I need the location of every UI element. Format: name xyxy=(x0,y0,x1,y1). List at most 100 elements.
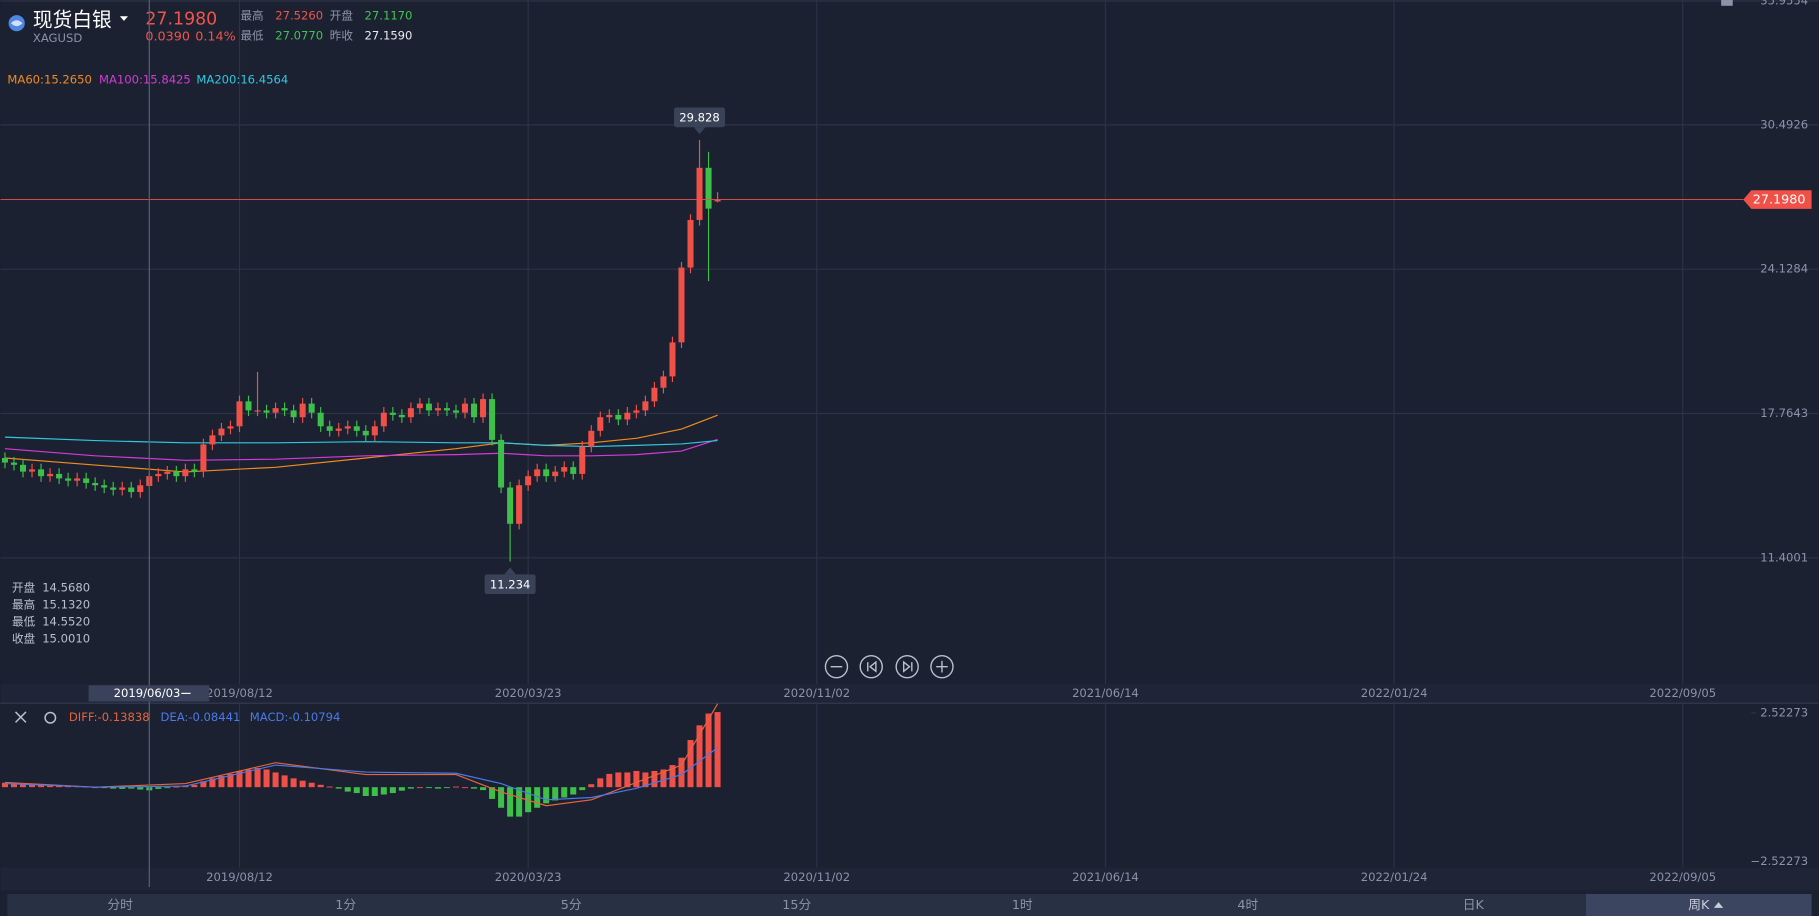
y-tick-label: −2.52273 xyxy=(1751,854,1809,868)
tab-bar: 分时 1分 5分 15分 1时 4时 日K 周K xyxy=(7,893,1812,916)
tab[interactable]: 1时 xyxy=(1012,898,1033,913)
macd-bar xyxy=(624,772,631,788)
ohlc-value: 14.5680 xyxy=(42,580,90,594)
ohlc-label: 开盘 xyxy=(12,580,36,594)
stat-label: 最高 xyxy=(240,9,263,23)
macd-bar xyxy=(714,712,721,788)
macd-bar xyxy=(173,786,180,788)
macd-bar xyxy=(110,787,117,789)
macd-bar xyxy=(471,787,478,789)
candle-body xyxy=(407,408,414,418)
candle-body xyxy=(461,403,469,413)
macd-bar xyxy=(461,787,469,789)
stat-label: 最低 xyxy=(240,28,264,42)
macd-bar xyxy=(299,780,306,788)
candle-body xyxy=(182,469,189,477)
macd-bar xyxy=(281,775,288,788)
tab[interactable]: 15分 xyxy=(782,898,811,913)
dropdown-caret[interactable] xyxy=(119,16,129,21)
tab[interactable]: 5分 xyxy=(561,898,582,913)
x-tick-label: 2022/09/05 xyxy=(1649,870,1716,884)
macd-bar xyxy=(398,787,405,791)
macd-bar xyxy=(696,725,703,788)
tab-bar-bg xyxy=(7,893,1812,916)
tab[interactable]: 周K xyxy=(1688,898,1710,913)
ohlc-label: 最高 xyxy=(12,597,35,611)
macd-bar xyxy=(651,770,658,788)
macd-bar xyxy=(498,787,505,808)
macd-bar xyxy=(38,785,45,788)
candle-body xyxy=(137,485,144,493)
marks xyxy=(0,139,1744,817)
candle-body xyxy=(687,219,694,268)
candle-body xyxy=(65,478,72,481)
candle-body xyxy=(452,410,459,413)
stat-label: 开盘 xyxy=(330,9,354,23)
x-tick-label: 2021/06/14 xyxy=(1072,870,1139,884)
macd-bar xyxy=(119,787,126,789)
ohlc-value: 14.5520 xyxy=(42,614,90,628)
candle-body xyxy=(579,446,586,474)
indicator-settings[interactable] xyxy=(44,711,57,724)
macd-bar xyxy=(191,784,198,788)
close-indicator[interactable] xyxy=(14,711,27,723)
jump-start[interactable] xyxy=(859,654,883,679)
candle-body xyxy=(110,487,117,490)
crosshair-date-box xyxy=(88,685,210,702)
candle-body xyxy=(597,417,604,431)
macd-bar xyxy=(10,783,18,788)
tab[interactable]: 分时 xyxy=(107,898,133,913)
macd-bar xyxy=(155,787,162,789)
macd-bar xyxy=(254,768,261,788)
tab[interactable]: 1分 xyxy=(335,898,356,913)
macd-bar xyxy=(480,787,487,791)
candle-body xyxy=(480,399,487,418)
x-tick-label: 2022/01/24 xyxy=(1361,686,1428,700)
candle-body xyxy=(74,478,81,481)
macd-bar xyxy=(263,769,270,788)
candle-body xyxy=(443,408,450,411)
y-tick-label: 24.1284 xyxy=(1760,262,1808,276)
macd-bar xyxy=(47,785,54,788)
max-label: 29.828 xyxy=(679,110,720,124)
macd-bar xyxy=(543,787,550,804)
macd-bar xyxy=(489,787,496,799)
macd-bar xyxy=(552,787,559,801)
x-tick-label: 2020/11/02 xyxy=(783,686,850,700)
alarm-icon[interactable] xyxy=(1721,0,1733,6)
macd-bar xyxy=(507,787,514,817)
candle-body xyxy=(290,410,297,418)
stat-value: 27.1170 xyxy=(365,9,413,23)
y-tick-label: 17.7643 xyxy=(1760,406,1808,420)
candle-body xyxy=(29,469,36,472)
macd-bar xyxy=(561,787,568,798)
candle-body xyxy=(272,408,279,413)
macd-bar xyxy=(443,787,450,789)
x-tick-label: 2019/08/12 xyxy=(206,870,273,884)
zoom-out[interactable] xyxy=(824,654,849,679)
candle-body xyxy=(335,428,342,431)
zoom-in[interactable] xyxy=(930,654,954,679)
macd-bar xyxy=(236,770,243,788)
macd-bar xyxy=(128,787,135,789)
macd-bar xyxy=(317,784,324,788)
candle-body xyxy=(534,469,541,477)
macd-bar xyxy=(335,787,342,789)
candle-body xyxy=(362,430,369,436)
candle-body xyxy=(606,414,613,418)
candle-body xyxy=(317,412,324,427)
instrument-name[interactable]: 现货白银 xyxy=(33,8,112,31)
macd-legend: MACD:-0.10794 xyxy=(250,710,341,724)
candle-body xyxy=(425,403,432,411)
macd-bar xyxy=(380,787,387,795)
candle-body xyxy=(471,403,478,418)
macd-bar xyxy=(344,787,351,792)
jump-end[interactable] xyxy=(895,654,919,679)
symbol: XAGUSD xyxy=(33,31,82,45)
x-tick-label: 2020/03/23 xyxy=(495,870,562,884)
tab[interactable]: 4时 xyxy=(1237,898,1258,913)
ma-line xyxy=(4,438,718,461)
candle-body xyxy=(38,469,45,477)
tab[interactable]: 日K xyxy=(1463,898,1485,913)
